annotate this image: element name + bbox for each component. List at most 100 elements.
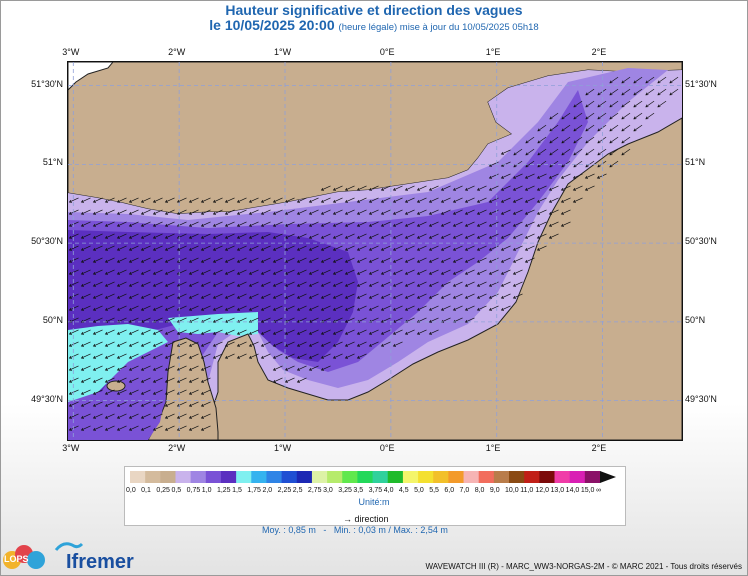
direction-arrow bbox=[297, 209, 307, 215]
direction-arrow bbox=[69, 401, 79, 407]
direction-arrow bbox=[357, 233, 367, 239]
direction-arrow-head bbox=[296, 211, 300, 215]
direction-arrow bbox=[417, 317, 427, 323]
direction-arrow-head bbox=[380, 199, 384, 203]
direction-arrow bbox=[477, 305, 487, 311]
colorbar-tick-label: 9,0 bbox=[489, 487, 500, 494]
direction-arrow bbox=[117, 377, 127, 383]
direction-arrow-head bbox=[344, 187, 348, 191]
direction-arrow bbox=[297, 281, 307, 287]
direction-arrow bbox=[237, 329, 247, 335]
direction-arrow-head bbox=[645, 80, 649, 84]
direction-arrow bbox=[225, 257, 235, 263]
direction-arrow bbox=[393, 293, 403, 299]
direction-arrow bbox=[237, 245, 247, 251]
direction-arrow bbox=[165, 281, 175, 287]
direction-arrow bbox=[429, 281, 439, 287]
direction-arrow bbox=[405, 269, 415, 275]
direction-arrow-head bbox=[609, 152, 613, 156]
direction-arrow bbox=[393, 305, 403, 311]
forecast-datetime: le 10/05/2025 20:00 bbox=[209, 17, 335, 33]
direction-arrow bbox=[609, 76, 619, 84]
direction-arrow-head bbox=[308, 235, 312, 239]
direction-arrow bbox=[453, 197, 463, 203]
direction-arrow bbox=[81, 257, 91, 263]
direction-arrow-head bbox=[152, 427, 156, 431]
direction-arrow bbox=[597, 112, 607, 120]
direction-arrow-head bbox=[104, 379, 108, 383]
direction-arrow-head bbox=[392, 247, 396, 251]
direction-arrow bbox=[141, 329, 151, 335]
colorbar-tick-label: 1,75 bbox=[247, 487, 261, 494]
direction-arrow-head bbox=[320, 223, 324, 227]
direction-arrow-head bbox=[80, 223, 84, 227]
direction-arrow bbox=[621, 124, 631, 132]
direction-arrow bbox=[225, 269, 235, 275]
direction-arrow-head bbox=[80, 199, 84, 203]
direction-arrow bbox=[129, 365, 139, 371]
direction-arrow-head bbox=[236, 235, 240, 239]
direction-arrow bbox=[345, 281, 355, 287]
direction-arrow-head bbox=[104, 427, 108, 431]
direction-arrow-head bbox=[212, 211, 216, 215]
lops-logo: LOPS bbox=[3, 545, 45, 569]
direction-arrow bbox=[333, 197, 343, 203]
direction-arrow bbox=[177, 293, 187, 299]
direction-arrow bbox=[213, 305, 223, 311]
direction-arrow-head bbox=[152, 283, 156, 287]
direction-arrow bbox=[129, 413, 139, 419]
direction-arrow bbox=[81, 221, 91, 227]
direction-arrow-head bbox=[392, 187, 396, 191]
direction-arrow bbox=[129, 377, 139, 383]
direction-arrow-head bbox=[488, 307, 492, 311]
direction-arrow bbox=[417, 245, 427, 251]
direction-arrow-head bbox=[440, 247, 444, 251]
direction-arrow-head bbox=[296, 355, 300, 359]
direction-arrow-head bbox=[128, 367, 132, 371]
direction-arrow bbox=[153, 245, 163, 251]
direction-arrow bbox=[93, 221, 103, 227]
direction-arrow bbox=[261, 221, 271, 227]
direction-arrow bbox=[129, 209, 139, 215]
wave-map[interactable] bbox=[67, 61, 683, 441]
direction-arrow-head bbox=[248, 247, 252, 251]
direction-arrow-head bbox=[536, 247, 540, 251]
direction-arrow bbox=[525, 209, 535, 215]
colorbar-swatch bbox=[402, 471, 419, 483]
direction-arrow-head bbox=[212, 295, 216, 299]
direction-arrow bbox=[453, 305, 463, 311]
direction-arrow-head bbox=[344, 223, 348, 227]
direction-arrow bbox=[381, 221, 391, 227]
colorbar-swatch bbox=[357, 471, 374, 483]
direction-arrow-head bbox=[104, 295, 108, 299]
direction-arrow bbox=[177, 197, 187, 203]
direction-arrow bbox=[129, 233, 139, 239]
colorbar-tick-label: 1,25 bbox=[216, 487, 231, 494]
colorbar-swatch bbox=[554, 471, 571, 483]
direction-arrow-head bbox=[404, 283, 408, 287]
direction-arrow bbox=[525, 136, 535, 144]
direction-arrow-head bbox=[536, 199, 540, 203]
direction-arrow-head bbox=[320, 199, 324, 203]
direction-arrow bbox=[297, 245, 307, 251]
direction-arrow bbox=[165, 389, 175, 395]
direction-arrow-head bbox=[128, 403, 132, 407]
direction-arrow bbox=[465, 305, 475, 311]
direction-arrow-head bbox=[296, 367, 300, 371]
direction-arrow bbox=[141, 245, 151, 251]
direction-arrow-head bbox=[500, 271, 504, 275]
direction-arrow bbox=[405, 197, 415, 203]
colorbar-swatch bbox=[205, 471, 222, 483]
direction-arrow-head bbox=[116, 235, 120, 239]
direction-arrow-head bbox=[356, 259, 360, 263]
colorbar-swatch bbox=[418, 471, 434, 483]
colorbar-tick-label: 0,1 bbox=[141, 487, 151, 494]
direction-arrow bbox=[81, 281, 91, 287]
direction-arrow-head bbox=[272, 307, 276, 311]
direction-arrow-head bbox=[212, 355, 216, 359]
stats-line: Moy. : 0,85 m - Min. : 0,03 m / Max. : 2… bbox=[262, 525, 448, 535]
direction-arrow bbox=[69, 353, 79, 359]
direction-arrow-head bbox=[272, 199, 276, 203]
direction-arrow-head bbox=[200, 211, 204, 215]
direction-arrow bbox=[465, 221, 475, 227]
